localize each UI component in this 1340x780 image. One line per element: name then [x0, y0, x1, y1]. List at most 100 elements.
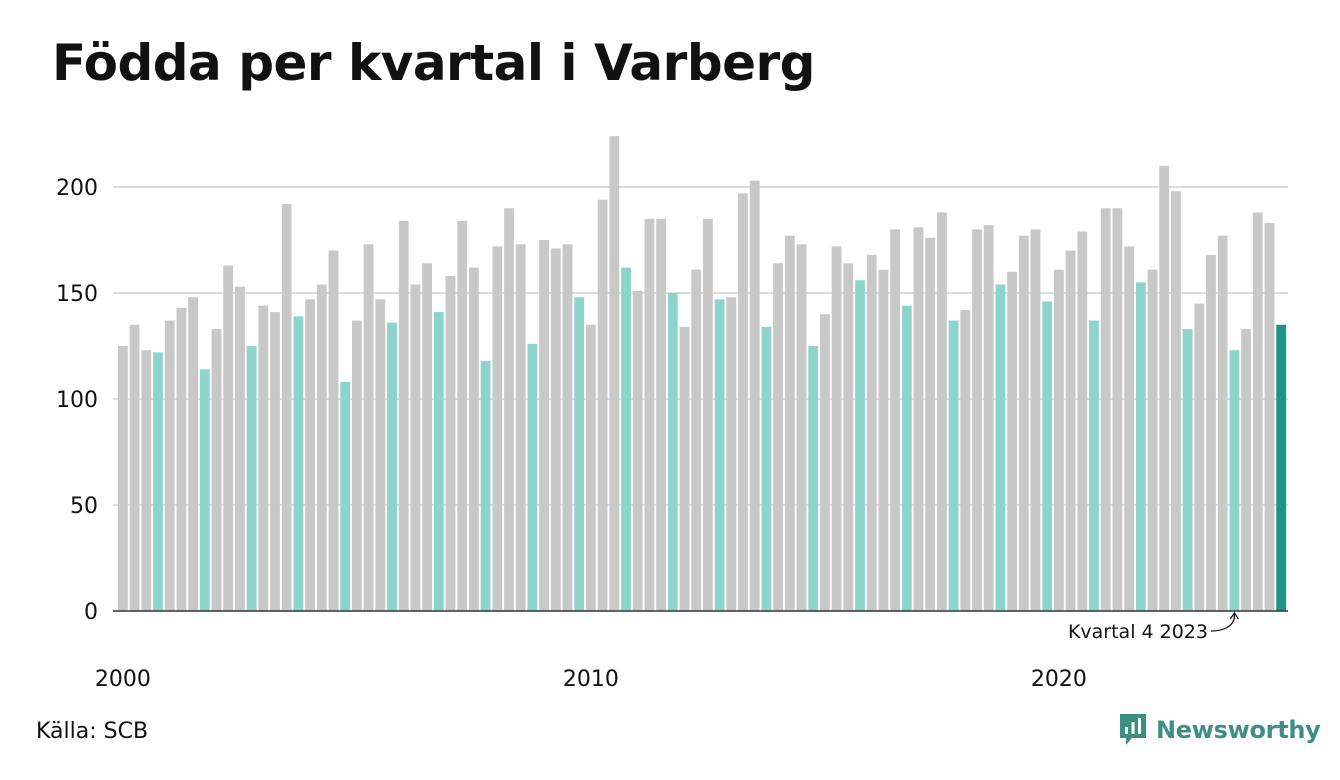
y-tick-label: 50 [70, 494, 98, 519]
bar [422, 263, 432, 611]
bar [246, 346, 257, 611]
bar [387, 322, 397, 611]
bar [550, 248, 561, 612]
bar [726, 297, 737, 611]
bar [258, 305, 269, 611]
bar [445, 276, 456, 611]
bar [141, 350, 152, 611]
bar [574, 297, 585, 611]
x-tick-label: 2000 [95, 667, 151, 692]
bar [878, 269, 889, 611]
bar [235, 286, 245, 611]
bar [808, 346, 819, 611]
bar [925, 237, 936, 611]
bar [1065, 250, 1076, 611]
bar [527, 343, 538, 611]
bar [469, 267, 479, 611]
bar [1018, 235, 1029, 611]
brand-name: Newsworthy [1156, 716, 1321, 744]
bar [164, 320, 175, 611]
bar [714, 299, 725, 611]
bar [1194, 303, 1205, 611]
bar [328, 250, 339, 611]
bar [1007, 271, 1017, 611]
bar [784, 235, 795, 611]
brand[interactable]: Newsworthy [1118, 712, 1321, 748]
bar [1229, 350, 1240, 611]
bar-chart: 0 50 100 150 200 2000 2010 2020 Kvartal 4 2023 [56, 136, 1288, 692]
bar [890, 229, 900, 611]
bar [118, 346, 128, 611]
bar [1135, 282, 1146, 611]
bar [995, 284, 1006, 611]
bar [305, 299, 315, 611]
bar [644, 218, 655, 612]
annotation: Kvartal 4 2023 [1068, 611, 1239, 643]
bar [773, 263, 783, 611]
bar [1171, 191, 1181, 612]
bar [738, 193, 748, 612]
y-tick-label: 0 [84, 600, 98, 625]
y-tick-label: 200 [56, 176, 98, 201]
bar [691, 269, 702, 611]
bar [621, 267, 631, 611]
bar [667, 293, 678, 611]
bar [129, 324, 140, 611]
bar [281, 203, 292, 611]
bar [703, 218, 713, 612]
bars [118, 136, 1287, 612]
tick-labels: 0 50 100 150 200 2000 2010 2020 [56, 176, 1087, 692]
chart-title: Födda per kvartal i Varberg [52, 34, 815, 92]
bar [1182, 329, 1193, 611]
bar [632, 290, 643, 611]
bar [796, 244, 807, 612]
bar [1124, 246, 1134, 612]
y-tick-label: 100 [56, 388, 98, 413]
bar [1159, 165, 1170, 612]
bar [597, 199, 608, 611]
bar [363, 244, 374, 612]
bar [656, 218, 666, 612]
bar [457, 220, 468, 612]
bar [352, 320, 362, 611]
bar [562, 244, 573, 612]
x-tick-label: 2010 [563, 667, 619, 692]
bar [211, 329, 222, 611]
bar [188, 297, 198, 611]
bar [948, 320, 959, 611]
bar [1089, 320, 1099, 611]
bar [1042, 301, 1053, 611]
bar [749, 180, 760, 611]
bar [199, 369, 210, 611]
bar [410, 284, 421, 611]
bar [1241, 329, 1251, 611]
bar [937, 212, 947, 611]
bar [679, 326, 690, 611]
annotation-arrowhead [1229, 611, 1239, 620]
bar [316, 284, 327, 611]
bar [761, 326, 772, 611]
bar [176, 307, 187, 611]
bar [820, 314, 830, 611]
bar [913, 227, 924, 611]
bar [586, 324, 596, 611]
bar [515, 244, 526, 612]
bar [972, 229, 982, 611]
bar [1264, 223, 1275, 612]
bar [375, 299, 386, 611]
bar [1100, 208, 1111, 611]
bar [293, 316, 304, 611]
bar [1206, 254, 1216, 611]
annotation-label: Kvartal 4 2023 [1068, 621, 1208, 643]
source-label: Källa: SCB [36, 719, 149, 744]
bar [1217, 235, 1228, 611]
bar [223, 265, 234, 611]
bar [480, 360, 491, 611]
bar [901, 305, 912, 611]
bar [843, 263, 854, 611]
annotation-arrow [1210, 613, 1236, 632]
bar [1077, 231, 1088, 611]
bar [539, 240, 549, 611]
bar [492, 246, 503, 612]
bar [1276, 324, 1287, 611]
